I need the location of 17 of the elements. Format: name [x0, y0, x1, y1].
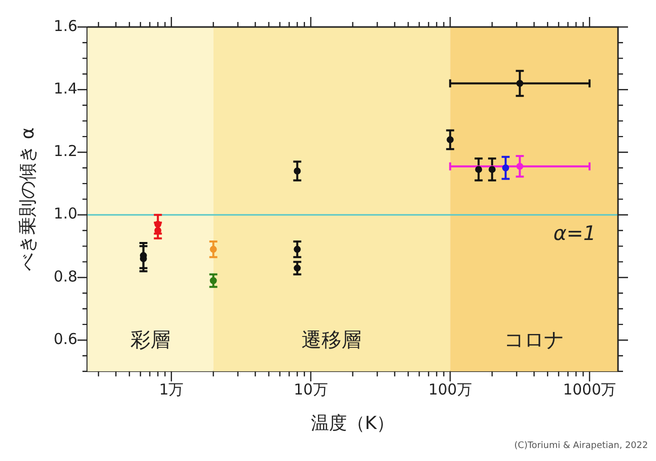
- text: (C)Toriumi & Airapetian, 2022: [514, 441, 648, 451]
- x-axis-title: 温度（K）: [310, 412, 395, 434]
- x-tick-label: 10万: [294, 380, 328, 398]
- y-tick-label: 1.4: [54, 80, 78, 98]
- y-tick-label: 1.6: [54, 16, 78, 35]
- y-tick-label: 1.2: [54, 142, 78, 160]
- y-tick-label: 1.0: [54, 204, 78, 223]
- x-tick-label: 1万: [159, 380, 184, 398]
- ref-line-label: α=1: [553, 221, 596, 246]
- band-label: 遷移層: [302, 328, 362, 352]
- x-tick-label: 100万: [428, 380, 472, 398]
- y-tick-label: 0.8: [54, 267, 78, 286]
- y-tick-label: 0.6: [54, 330, 78, 348]
- band-label: 彩層: [130, 328, 170, 352]
- x-tick-label: 1000万: [562, 380, 616, 398]
- y-axis-title: べき乗則の傾き α: [17, 127, 38, 271]
- band-label: コロナ: [504, 328, 564, 352]
